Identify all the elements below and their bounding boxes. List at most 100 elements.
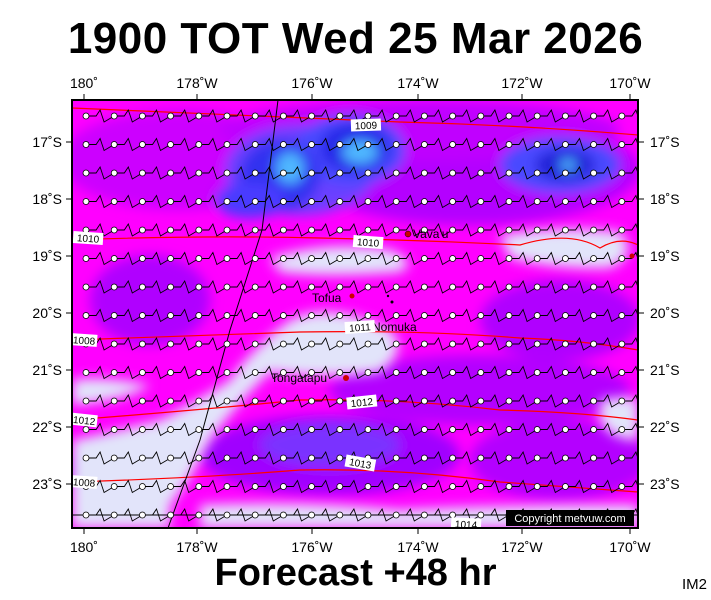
wind-barb bbox=[396, 194, 425, 209]
wind-station-marker bbox=[392, 255, 400, 262]
wind-station-marker bbox=[82, 255, 90, 262]
wind-station-marker bbox=[449, 226, 457, 234]
wind-station-marker bbox=[279, 340, 287, 348]
wind-station-marker bbox=[505, 312, 513, 319]
wind-barb bbox=[537, 137, 566, 152]
wind-station-marker bbox=[618, 255, 626, 262]
wind-barb bbox=[142, 108, 171, 123]
wind-barb bbox=[255, 365, 284, 380]
wind-station-marker bbox=[477, 397, 485, 405]
wind-barb bbox=[480, 507, 510, 522]
wind-station-marker bbox=[223, 141, 231, 148]
isobar-label: 1011 bbox=[349, 322, 372, 335]
wind-station-marker bbox=[336, 369, 344, 376]
wind-station-marker bbox=[477, 483, 485, 490]
wind-barb bbox=[283, 137, 312, 152]
wind-station-marker bbox=[562, 112, 569, 120]
wind-station-marker bbox=[138, 340, 146, 348]
wind-barb bbox=[565, 194, 594, 209]
wind-station-marker bbox=[308, 141, 316, 148]
wind-station-marker bbox=[251, 369, 259, 376]
wind-barb bbox=[227, 479, 256, 494]
wind-barb bbox=[142, 393, 171, 408]
wind-station-marker bbox=[251, 169, 259, 177]
wind-station-marker bbox=[167, 397, 175, 405]
wind-barb bbox=[283, 507, 312, 522]
wind-barb bbox=[255, 108, 284, 123]
wind-barb bbox=[114, 422, 143, 437]
wind-station-marker bbox=[336, 397, 344, 405]
wind-barb bbox=[565, 479, 594, 494]
wind-barb bbox=[142, 222, 171, 237]
wind-station-marker bbox=[533, 369, 541, 376]
wind-station-marker bbox=[308, 483, 316, 490]
wind-station-marker bbox=[223, 369, 231, 376]
wind-barb bbox=[311, 308, 341, 323]
wind-barb bbox=[170, 450, 200, 465]
wind-barb bbox=[339, 507, 369, 522]
isobar-label: 1008 bbox=[73, 477, 96, 490]
wind-station-marker bbox=[364, 198, 372, 205]
wind-station-marker bbox=[82, 511, 90, 519]
wind-barb bbox=[509, 251, 538, 266]
wind-station-marker bbox=[590, 112, 597, 120]
wind-station-marker bbox=[533, 255, 541, 262]
wind-barb bbox=[593, 251, 623, 266]
wind-barb bbox=[480, 336, 510, 351]
wind-station-marker bbox=[279, 226, 287, 234]
wind-station-marker bbox=[392, 169, 400, 177]
wind-station-marker bbox=[533, 198, 541, 205]
lat-label: 18˚S bbox=[650, 191, 680, 207]
isobar-label: 1008 bbox=[73, 335, 96, 348]
wind-barb bbox=[170, 222, 200, 237]
wind-station-marker bbox=[533, 426, 541, 433]
wind-barb bbox=[198, 108, 228, 123]
wind-barb bbox=[142, 308, 171, 323]
wind-barb bbox=[480, 422, 510, 437]
wind-station-marker bbox=[251, 483, 259, 490]
wind-barb bbox=[509, 336, 538, 351]
wind-station-marker bbox=[562, 454, 569, 462]
wind-station-marker bbox=[562, 369, 569, 376]
wind-barb bbox=[452, 222, 482, 237]
wind-station-marker bbox=[167, 511, 175, 519]
wind-station-marker bbox=[364, 112, 372, 120]
wind-barb bbox=[86, 507, 115, 522]
wind-barb bbox=[198, 365, 228, 380]
wind-station-marker bbox=[223, 454, 231, 462]
wind-barb bbox=[255, 393, 284, 408]
wind-barb bbox=[480, 165, 510, 180]
wind-station-marker bbox=[562, 169, 569, 177]
wind-barb bbox=[452, 308, 482, 323]
wind-barb bbox=[86, 251, 115, 266]
wind-station-marker bbox=[138, 426, 146, 433]
wind-barb bbox=[621, 194, 638, 204]
wind-barb bbox=[480, 279, 510, 294]
wind-barb bbox=[509, 279, 538, 294]
wind-station-marker bbox=[279, 255, 287, 262]
wind-barbs bbox=[82, 108, 638, 522]
wind-station-marker bbox=[336, 340, 344, 348]
wind-barb bbox=[311, 365, 341, 380]
latitude-labels-right: 17˚S 18˚S 19˚S 20˚S 21˚S 22˚S 23˚S bbox=[650, 134, 680, 492]
copyright-box: Copyright metvuw.com bbox=[506, 510, 634, 526]
wind-station-marker bbox=[364, 511, 372, 519]
lat-label: 18˚S bbox=[32, 191, 62, 207]
wind-barb bbox=[368, 308, 397, 323]
wind-station-marker bbox=[590, 283, 597, 291]
wind-barb bbox=[537, 393, 566, 408]
wind-station-marker bbox=[533, 112, 541, 120]
wind-barb bbox=[621, 108, 638, 118]
wind-barb bbox=[227, 165, 256, 180]
wind-barb bbox=[509, 165, 538, 180]
wind-station-marker bbox=[110, 369, 118, 376]
wind-barb bbox=[170, 422, 200, 437]
wind-barb bbox=[480, 450, 510, 465]
wind-station-marker bbox=[505, 369, 513, 376]
wind-barb bbox=[86, 222, 115, 237]
wind-barb bbox=[255, 336, 284, 351]
wind-station-marker bbox=[279, 141, 287, 148]
wind-station-marker bbox=[420, 226, 428, 234]
wind-barb bbox=[170, 279, 200, 294]
wind-barb bbox=[170, 137, 200, 152]
